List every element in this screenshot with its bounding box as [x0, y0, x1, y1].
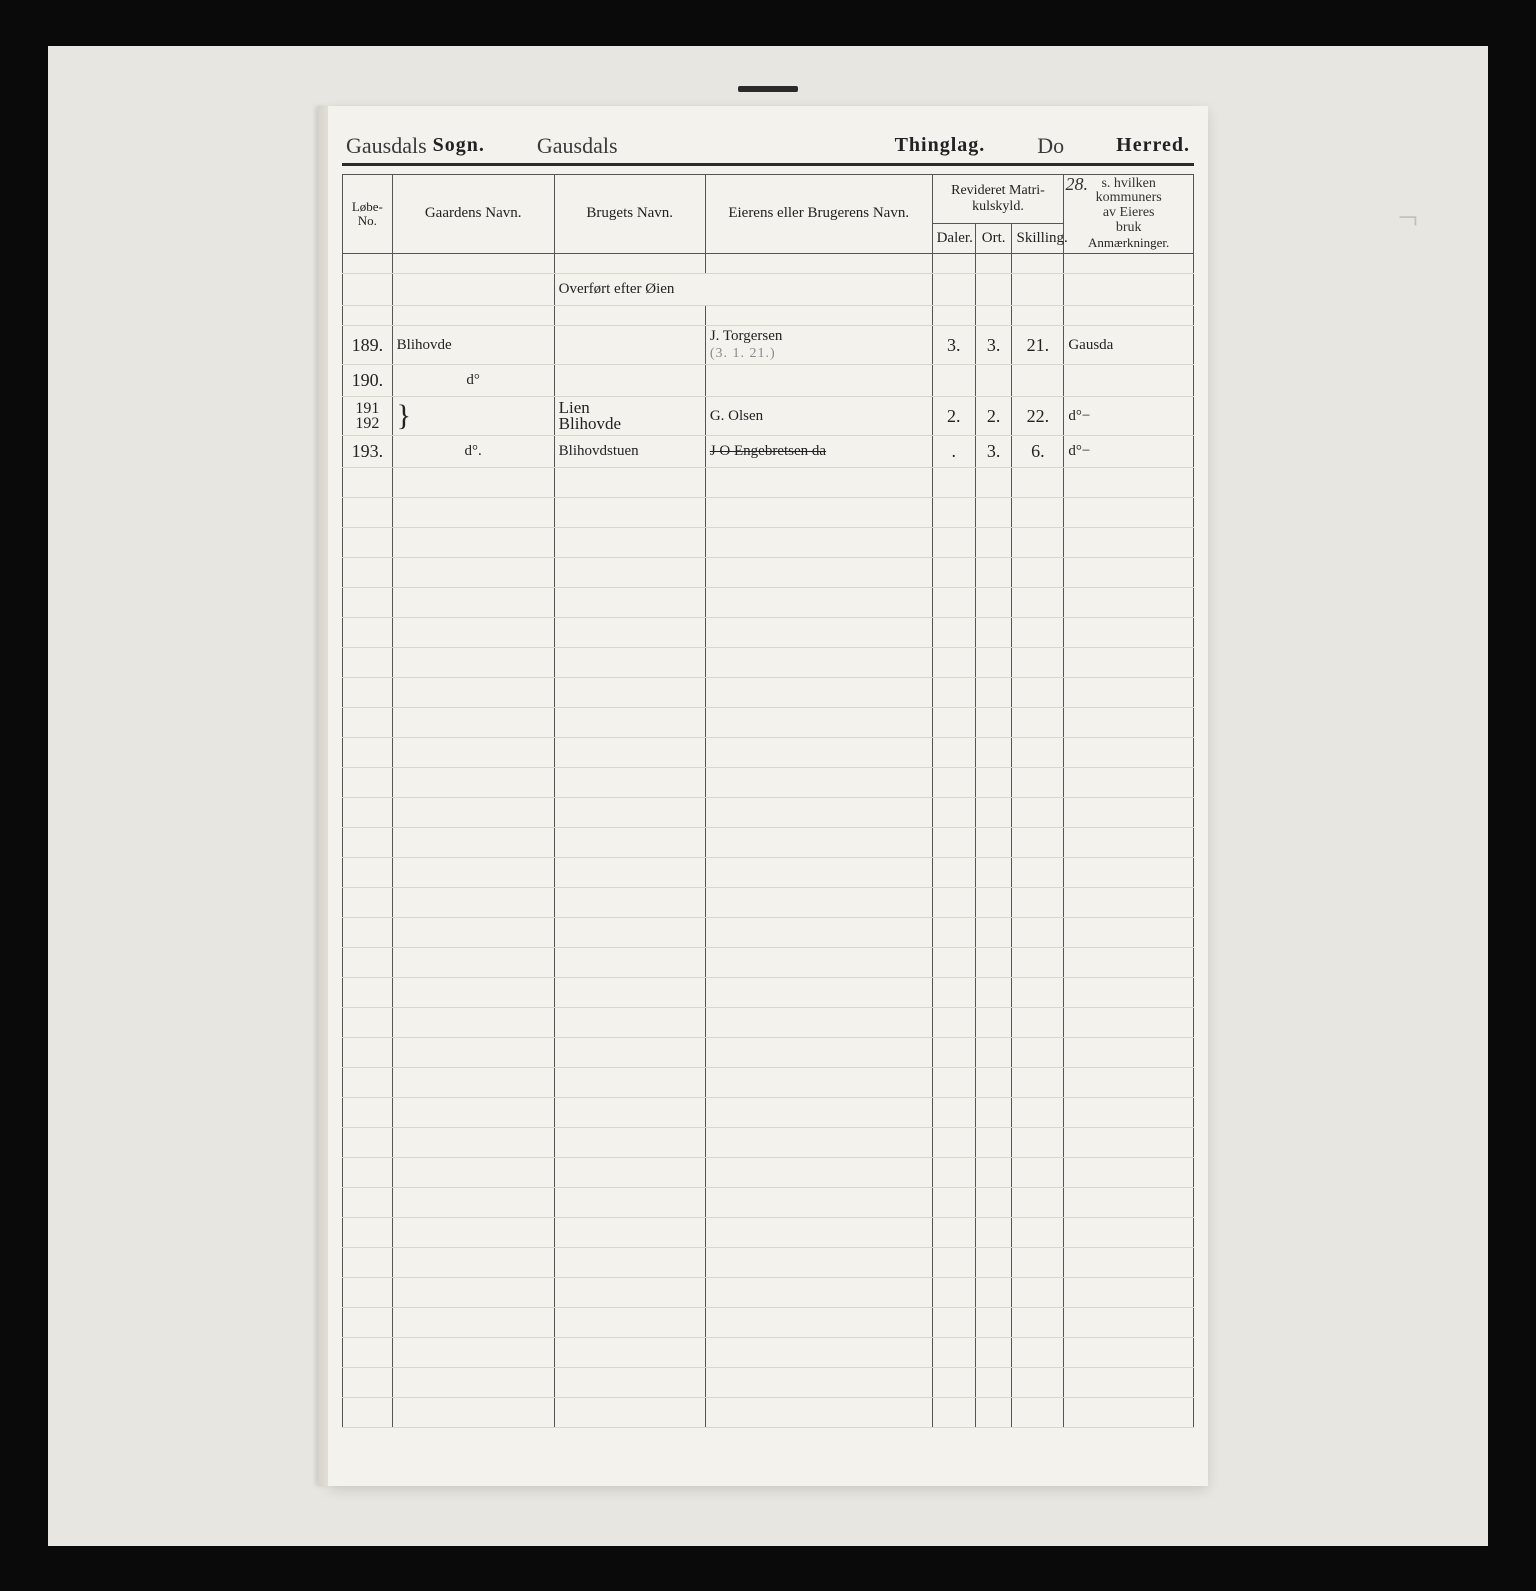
register-header: Gausdals Sogn. Gausdals Thinglag. Do Her… [342, 134, 1194, 166]
cell-eier [705, 365, 932, 397]
cell-anm: d°− [1064, 397, 1194, 436]
table-row [343, 948, 1194, 978]
table-row [343, 768, 1194, 798]
col-skilling: Skilling. [1012, 224, 1064, 254]
cell-ort: 2. [975, 397, 1012, 436]
herred-value: Do [1037, 135, 1064, 157]
cell-eier: G. Olsen [705, 397, 932, 436]
cell-gaard: } [392, 397, 554, 436]
table-row [343, 798, 1194, 828]
table-row [343, 1338, 1194, 1368]
cell-brug [554, 365, 705, 397]
table-row [343, 528, 1194, 558]
sogn-label: Sogn. [433, 134, 485, 157]
ledger-table: Løbe-No. Gaardens Navn. Brugets Navn. Ei… [342, 174, 1194, 1429]
cell-no: 190. [343, 365, 393, 397]
table-row: 189. Blihovde J. Torgersen (3. 1. 21.) 3… [343, 326, 1194, 365]
thinglag-value: Gausdals [537, 135, 889, 157]
table-row [343, 978, 1194, 1008]
table-row [343, 858, 1194, 888]
table-row [343, 708, 1194, 738]
carryover-text: Overført efter Øien [554, 274, 932, 306]
table-row [343, 1398, 1194, 1428]
page-spine-shadow [318, 106, 328, 1486]
binder-clip-mark [738, 86, 798, 92]
cell-no: 191192 [343, 397, 393, 436]
cell-eier: N Gulbrandsen J O Engebretsen da [705, 436, 932, 468]
ledger-page: 28. Gausdals Sogn. Gausdals Thinglag. Do… [328, 106, 1208, 1486]
sogn-value: Gausdals [346, 135, 427, 157]
col-brugets-navn: Brugets Navn. [554, 174, 705, 254]
table-row: 193. d°. Blihovdstuen N Gulbrandsen J O … [343, 436, 1194, 468]
cell-brug [554, 326, 705, 365]
eier-struck: J O Engebretsen da [710, 443, 826, 459]
cell-brug: Blihovdstuen [554, 436, 705, 468]
cell-gaard: d°. [392, 436, 554, 468]
cell-skilling: 6. [1012, 436, 1064, 468]
table-row [343, 648, 1194, 678]
table-row [343, 1218, 1194, 1248]
table-row [343, 1278, 1194, 1308]
cell-eier: J. Torgersen (3. 1. 21.) [705, 326, 932, 365]
cell-skilling: 22. [1012, 397, 1064, 436]
table-row [343, 618, 1194, 648]
table-row [343, 1248, 1194, 1278]
scan-background: ¬ 28. Gausdals Sogn. Gausdals Thinglag. … [48, 46, 1488, 1546]
table-row [343, 558, 1194, 588]
col-lobe-no: Løbe-No. [343, 174, 393, 254]
carryover-row: Overført efter Øien [343, 274, 1194, 306]
table-row [343, 1098, 1194, 1128]
cell-no: 189. [343, 326, 393, 365]
thinglag-label: Thinglag. [895, 134, 986, 157]
col-revideret: Revideret Matri-kulskyld. [932, 174, 1064, 224]
table-row [343, 1038, 1194, 1068]
table-row [343, 468, 1194, 498]
table-row [343, 1008, 1194, 1038]
table-row [343, 678, 1194, 708]
col-daler: Daler. [932, 224, 975, 254]
table-row [343, 738, 1194, 768]
table-body: Overført efter Øien 189. Blihovde J. Tor… [343, 254, 1194, 1428]
cell-gaard: Blihovde [392, 326, 554, 365]
table-row [343, 888, 1194, 918]
eier-correction-above: N Gulbrandsen [706, 436, 797, 440]
cell-gaard: d° [392, 365, 554, 397]
table-row [343, 1368, 1194, 1398]
cell-daler: . [932, 436, 975, 468]
table-row [343, 588, 1194, 618]
col-eierens-navn: Eierens eller Brugerens Navn. [705, 174, 932, 254]
cell-anm: Gausda [1064, 326, 1194, 365]
cell-skilling: 21. [1012, 326, 1064, 365]
stray-pencil-mark: ¬ [1398, 196, 1418, 238]
col-gaardens-navn: Gaardens Navn. [392, 174, 554, 254]
table-row: 190. d° [343, 365, 1194, 397]
cell-brug: LienBlihovde [554, 397, 705, 436]
table-row [343, 498, 1194, 528]
cell-no: 193. [343, 436, 393, 468]
col-ort: Ort. [975, 224, 1012, 254]
table-row [343, 1188, 1194, 1218]
herred-label: Herred. [1116, 134, 1190, 157]
page-number: 28. [1066, 174, 1089, 195]
cell-daler: 2. [932, 397, 975, 436]
table-row [343, 1068, 1194, 1098]
table-row [343, 918, 1194, 948]
cell-daler: 3. [932, 326, 975, 365]
cell-anm: d°− [1064, 436, 1194, 468]
table-row [343, 828, 1194, 858]
pencil-annotation: (3. 1. 21.) [710, 346, 776, 361]
cell-ort: 3. [975, 326, 1012, 365]
table-row [343, 1158, 1194, 1188]
table-row [343, 1308, 1194, 1338]
table-row [343, 1128, 1194, 1158]
table-row: 191192 } LienBlihovde G. Olsen 2. 2. 22.… [343, 397, 1194, 436]
cell-ort: 3. [975, 436, 1012, 468]
